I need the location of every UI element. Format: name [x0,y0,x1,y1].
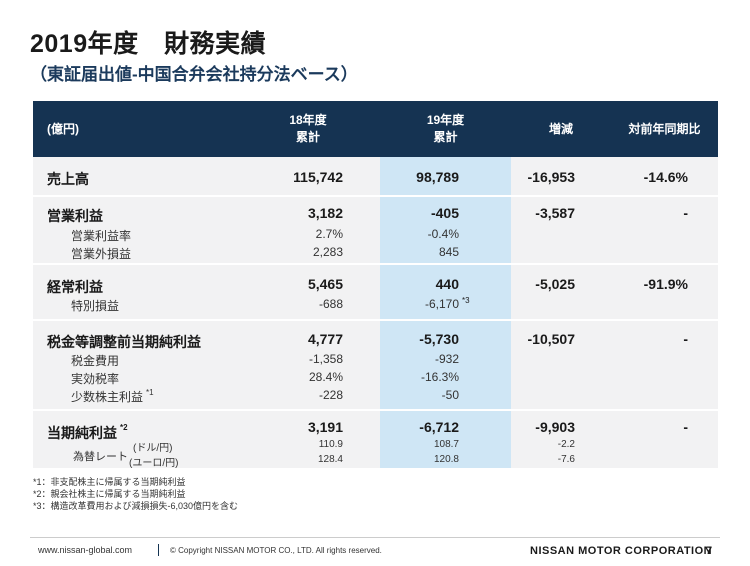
footer-divider [30,537,720,538]
fx-usd-label: (ドル/円) [133,443,173,454]
footnote-2: *2：親会社株主に帰属する当期純利益 [33,489,186,499]
footer-separator [158,544,159,556]
net-fy19: -6,712 [419,419,459,435]
footer-brand: NISSAN MOTOR CORPORATION [530,545,713,557]
tax-rate-fy18: 28.4% [308,370,343,384]
ordinary-fy18: 5,465 [307,276,343,292]
row-divider [33,319,718,321]
pretax-fy19: -5,730 [419,331,459,347]
page-title: 2019年度 財務実績 [30,30,267,58]
non-op-fy19: 845 [438,245,459,259]
footnote-1: *1：非支配株主に帰属する当期純利益 [33,477,186,487]
row-label-non-operating: 営業外損益 [71,247,132,261]
op-fy19: -405 [430,205,459,221]
header-fy19: 19年度 累計 [426,113,465,144]
fx-eur-label: (ユーロ/円) [129,458,179,469]
tax-fy19: -932 [434,352,459,366]
tax-fy18: -1,358 [308,352,343,366]
minority-note: *1 [146,388,154,397]
row-label-pretax-income: 税金等調整前当期純利益 [47,334,201,350]
tax-rate-fy19: -16.3% [420,370,459,384]
minority-fy19: -50 [441,388,459,402]
fx-eur-fy19: 120.8 [433,454,459,465]
sales-yoy: -14.6% [643,169,688,185]
row-label-op-margin: 営業利益率 [71,229,132,243]
op-yoy: - [683,205,688,221]
table-header: (億円) 18年度 累計 19年度 累計 増減 対前年同期比 [33,101,718,157]
row-label-minority: 少数株主利益 *1 [71,388,154,404]
row-divider [33,195,718,197]
financial-results-table: (億円) 18年度 累計 19年度 累計 増減 対前年同期比 売上高 115,742… [33,101,718,469]
fy19-column-highlight [380,157,511,468]
row-label-tax: 税金費用 [71,354,120,368]
row-label-fx-rate: 為替レート [73,451,128,463]
net-yoy: - [683,419,688,435]
footnotes: *1：非支配株主に帰属する当期純利益 *2：親会社株主に帰属する当期純利益 *3… [33,476,238,512]
op-margin-fy19: -0.4% [427,227,459,241]
header-unit: (億円) [47,122,79,136]
row-label-ordinary-profit: 経常利益 [47,279,103,295]
row-label-tax-rate: 実効税率 [71,372,120,386]
pretax-yoy: - [683,331,688,347]
footer-copyright: © Copyright NISSAN MOTOR CO., LTD. All r… [170,546,382,555]
fx-eur-fy18: 128.4 [317,454,343,465]
page-number: 7 [706,545,713,557]
row-label-sales: 売上高 [47,171,89,187]
footnote-3: *3：構造改革費用および減損損失-6,030億円を含む [33,501,239,511]
header-fy18: 18年度 累計 [289,113,327,144]
fx-eur-change: -7.6 [557,454,575,465]
row-label-operating-profit: 営業利益 [47,208,103,224]
ordinary-fy19: 440 [435,276,459,292]
sales-fy18: 115,742 [293,169,343,185]
net-income-note: *2 [120,423,128,432]
row-divider [33,263,718,265]
header-yoy: 対前年同期比 [628,122,701,136]
ordinary-change: -5,025 [535,276,575,292]
pretax-fy18: 4,777 [307,331,343,347]
non-op-fy18: 2,283 [312,245,343,259]
net-fy18: 3,191 [307,419,343,435]
ordinary-yoy: -91.9% [643,276,688,292]
row-label-net-income: 当期純利益 *2 [47,423,128,441]
pretax-change: -10,507 [527,331,575,347]
net-change: -9,903 [535,419,575,435]
special-fy19: -6,170 [424,297,459,311]
header-change: 増減 [548,122,573,136]
op-change: -3,587 [535,205,575,221]
sales-fy19: 98,789 [416,169,459,185]
fx-usd-fy19: 108.7 [433,439,459,450]
sales-change: -16,953 [527,169,575,185]
fx-usd-fy18: 110.9 [318,439,343,450]
special-fy18: -688 [318,297,343,311]
row-divider [33,409,718,411]
op-fy18: 3,182 [307,205,343,221]
minority-fy18: -228 [318,388,343,402]
op-margin-fy18: 2.7% [315,227,343,241]
page-subtitle: （東証届出値-中国合弁会社持分法ベース） [30,65,358,84]
row-label-special: 特別損益 [71,299,120,313]
special-fy19-note: *3 [462,296,470,305]
fx-usd-change: -2.2 [557,439,575,450]
footer-url[interactable]: www.nissan-global.com [38,545,133,555]
